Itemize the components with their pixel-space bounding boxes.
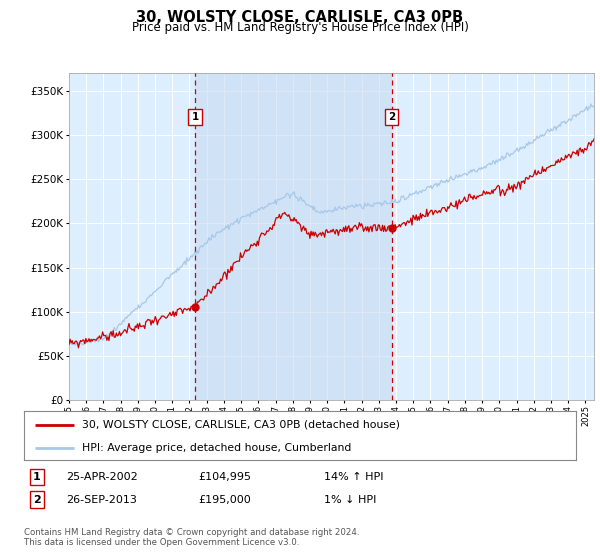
Text: 2: 2 (388, 112, 395, 122)
Text: £104,995: £104,995 (198, 472, 251, 482)
Text: 30, WOLSTY CLOSE, CARLISLE, CA3 0PB (detached house): 30, WOLSTY CLOSE, CARLISLE, CA3 0PB (det… (82, 420, 400, 430)
Text: 1: 1 (33, 472, 41, 482)
Text: HPI: Average price, detached house, Cumberland: HPI: Average price, detached house, Cumb… (82, 443, 352, 453)
Text: 1% ↓ HPI: 1% ↓ HPI (324, 494, 376, 505)
Bar (195, 73, 392, 400)
Text: 26-SEP-2013: 26-SEP-2013 (66, 494, 137, 505)
Text: 25-APR-2002: 25-APR-2002 (66, 472, 138, 482)
Text: Price paid vs. HM Land Registry's House Price Index (HPI): Price paid vs. HM Land Registry's House … (131, 21, 469, 34)
Text: 1: 1 (191, 112, 199, 122)
Text: 30, WOLSTY CLOSE, CARLISLE, CA3 0PB: 30, WOLSTY CLOSE, CARLISLE, CA3 0PB (136, 10, 464, 25)
Text: Contains HM Land Registry data © Crown copyright and database right 2024.
This d: Contains HM Land Registry data © Crown c… (24, 528, 359, 547)
Text: £195,000: £195,000 (198, 494, 251, 505)
Text: 14% ↑ HPI: 14% ↑ HPI (324, 472, 383, 482)
Text: 2: 2 (33, 494, 41, 505)
